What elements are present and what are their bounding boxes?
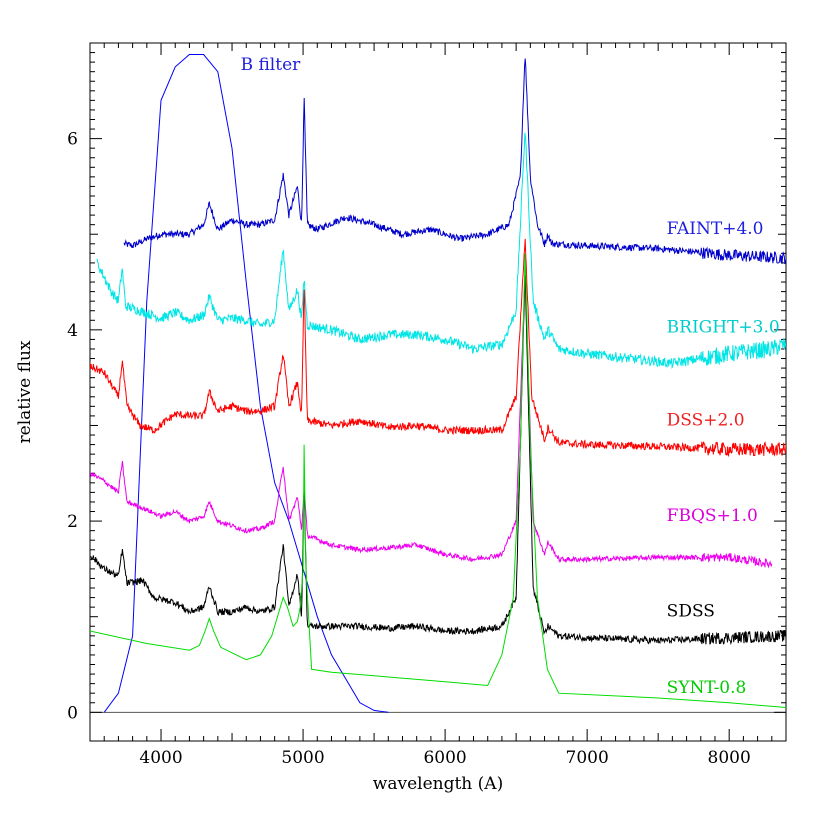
series-label: SDSS — [667, 602, 715, 622]
x-tick-label: 6000 — [423, 748, 466, 768]
axis-ticks — [89, 42, 787, 741]
plot-frame — [89, 42, 787, 742]
x-axis-label: wavelength (A) — [373, 774, 503, 794]
line-labels: B filter FAINT+4.0 BRIGHT+3.0 DSS+2.0 FBQS+1… — [241, 55, 780, 698]
series-line — [90, 238, 786, 458]
series-line — [90, 253, 786, 708]
series-label: FBQS+1.0 — [667, 506, 758, 526]
y-tick-label: 0 — [67, 703, 78, 723]
y-tick-label: 4 — [67, 321, 78, 341]
series-line — [103, 54, 389, 713]
x-tick-label: 8000 — [708, 748, 751, 768]
series-line — [123, 58, 786, 265]
x-tick-label: 7000 — [566, 748, 609, 768]
series-line — [96, 132, 786, 370]
series-label: FAINT+4.0 — [667, 219, 764, 239]
x-tick-label: 4000 — [139, 748, 182, 768]
y-axis-label: relative flux — [15, 340, 35, 443]
series-label: BRIGHT+3.0 — [667, 318, 780, 338]
x-tick-label: 5000 — [281, 748, 324, 768]
series-label: DSS+2.0 — [667, 410, 745, 430]
series-layer — [90, 54, 786, 713]
y-tick-label: 2 — [67, 512, 78, 532]
y-tick-label: 6 — [67, 130, 78, 150]
series-label: B filter — [241, 55, 302, 75]
tick-labels: 4000 5000 6000 7000 8000 0 2 4 6 — [67, 130, 751, 768]
series-line — [90, 279, 773, 569]
series-line — [90, 274, 786, 646]
series-label: SYNT-0.8 — [667, 678, 747, 698]
